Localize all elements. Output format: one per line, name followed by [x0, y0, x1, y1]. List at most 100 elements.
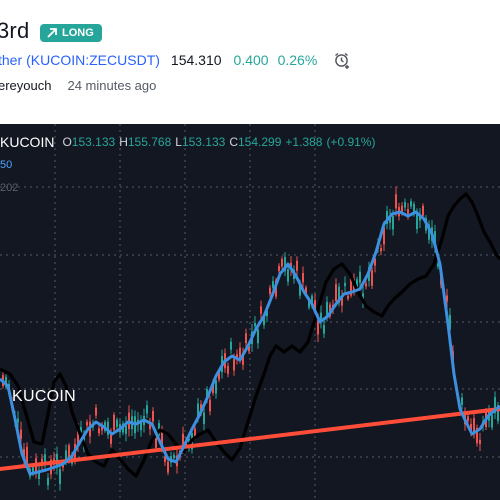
legend-open-key: O — [62, 135, 72, 149]
candle-body — [299, 282, 301, 296]
idea-title: 3rd — [0, 18, 30, 43]
candle-body — [269, 287, 271, 295]
indicator-2-value: 202 — [0, 182, 19, 194]
candle-body — [272, 281, 274, 288]
candle-body — [149, 424, 151, 430]
candle-body — [107, 421, 109, 436]
legend-low-key: L — [175, 135, 182, 149]
symbol-link[interactable]: KUCOIN:ZECUSDT — [30, 52, 156, 68]
candle-body — [230, 341, 232, 350]
candle-body — [5, 376, 7, 387]
candle-body — [317, 320, 319, 335]
candle-body — [164, 456, 166, 462]
price-change: 0.400 — [233, 52, 269, 68]
candle-body — [401, 205, 403, 213]
candle-body — [323, 324, 325, 334]
legend-low: 153.133 — [181, 135, 226, 149]
candle-body — [278, 266, 280, 272]
symbol-prefix-link[interactable]: ther — [0, 52, 23, 68]
candle-body — [197, 403, 199, 417]
candle-body — [308, 300, 310, 308]
legend-symbol: KUCOIN — [0, 134, 55, 150]
legend-open: 153.133 — [71, 135, 116, 149]
candle-body — [356, 279, 358, 289]
candle-body — [68, 445, 70, 462]
candle-body — [311, 295, 313, 307]
candle-body — [263, 316, 265, 326]
candle-body — [245, 333, 247, 344]
candle-body — [389, 215, 391, 223]
candle-body — [371, 270, 373, 286]
author-link[interactable]: ereyouch — [0, 77, 52, 93]
candle-body — [26, 447, 28, 464]
candle-body — [227, 365, 229, 374]
candle-body — [80, 427, 82, 433]
red-trend-line — [0, 407, 500, 471]
candle-body — [392, 215, 394, 230]
candle-body — [365, 283, 367, 287]
candle-body — [155, 437, 157, 448]
chart-panel[interactable]: KUCOIN O 153.133 H 155.768 L 153.133 C 1… — [0, 124, 500, 500]
candle-body — [242, 352, 244, 365]
long-badge: LONG — [40, 24, 102, 42]
candle-body — [410, 201, 412, 207]
candle-body — [23, 449, 25, 460]
candle-body — [428, 224, 430, 240]
candle-body — [101, 426, 103, 431]
candle-body — [386, 211, 388, 224]
candle-body — [359, 271, 361, 283]
legend-close: 154.299 — [238, 135, 282, 149]
candle-body — [260, 306, 262, 314]
candle-body — [254, 323, 256, 327]
candle-body — [383, 227, 385, 245]
candle-body — [215, 380, 217, 394]
candle-body — [110, 431, 112, 444]
price-chart[interactable] — [0, 124, 500, 500]
candle-body — [17, 418, 19, 423]
candle-body — [77, 430, 79, 445]
candle-body — [497, 405, 499, 422]
candle-body — [335, 284, 337, 301]
black-indicator-line — [0, 192, 500, 478]
candle-body — [287, 269, 289, 282]
arrow-up-right-icon — [46, 27, 58, 39]
candle-body — [194, 428, 196, 438]
candle-body — [248, 346, 250, 352]
candle-body — [476, 427, 478, 444]
candle-body — [146, 405, 148, 414]
candle-body — [47, 477, 49, 486]
publish-time: 24 minutes ago — [67, 77, 157, 93]
candle-body — [281, 258, 283, 267]
legend-change: +1.388 — [285, 135, 323, 149]
candle-body — [407, 209, 409, 214]
candle-body — [302, 273, 304, 283]
candle-body — [320, 312, 322, 322]
candle-body — [479, 439, 481, 444]
candle-body — [437, 263, 439, 267]
candle-body — [209, 399, 211, 412]
candle-body — [434, 231, 436, 247]
candle-body — [404, 202, 406, 208]
last-price: 154.310 — [170, 52, 222, 68]
candle-body — [59, 469, 61, 485]
candle-body — [422, 205, 424, 216]
candle-body — [341, 296, 343, 306]
exchange-watermark: KUCOIN — [12, 388, 77, 405]
candle-body — [266, 310, 268, 316]
candle-body — [161, 431, 163, 447]
candle-body — [419, 215, 421, 221]
candle-body — [32, 465, 34, 474]
candle-body — [491, 414, 493, 428]
price-change-percent: 0.26% — [277, 52, 318, 68]
alarm-clock-add-icon[interactable] — [333, 51, 351, 69]
candle-body — [173, 454, 175, 459]
candle-body — [344, 282, 346, 287]
candle-body — [44, 454, 46, 464]
candle-body — [62, 464, 64, 468]
legend-high: 155.768 — [127, 135, 172, 149]
candle-body — [473, 418, 475, 435]
candle-body — [374, 258, 376, 266]
candle-body — [350, 278, 352, 296]
candle-body — [38, 470, 40, 479]
candle-body — [362, 293, 364, 301]
